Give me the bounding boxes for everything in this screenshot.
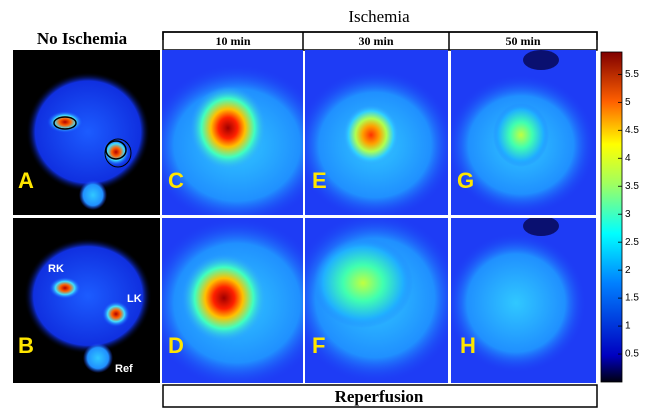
column-label: 30 min [358, 34, 393, 48]
panel-label: A [18, 168, 34, 193]
figure: No Ischemia Ischemia 10 min 30 min 50 mi… [0, 0, 649, 409]
colorbar-tick-label: 4 [625, 153, 631, 164]
colorbar-tick-label: 3 [625, 209, 631, 220]
panel-label: H [460, 333, 476, 358]
panel-label: F [312, 333, 325, 358]
top-title: Ischemia [348, 7, 410, 26]
kidney-label: RK [48, 263, 64, 275]
colorbar-tick-label: 1 [625, 321, 631, 332]
colorbar-tick-label: 5.5 [625, 69, 639, 80]
colorbar-tick-label: 0.5 [625, 349, 639, 360]
panel-label: B [18, 333, 34, 358]
left-title: No Ischemia [37, 29, 128, 48]
kidney-label: Ref [115, 363, 133, 375]
column-label: 10 min [215, 34, 250, 48]
panel-label: D [168, 333, 184, 358]
colorbar-tick-label: 5 [625, 97, 631, 108]
colorbar-tick-label: 4.5 [625, 125, 639, 136]
panel-label: C [168, 168, 184, 193]
colorbar-tick-label: 2 [625, 265, 631, 276]
panel-label: E [312, 168, 327, 193]
kidney-label: LK [127, 293, 142, 305]
colorbar-tick-label: 3.5 [625, 181, 639, 192]
panel-label: G [457, 168, 474, 193]
image-e [295, 50, 455, 220]
bottom-title: Reperfusion [335, 387, 424, 406]
image-d [147, 218, 327, 388]
colorbar-tick-label: 1.5 [625, 293, 639, 304]
column-label: 50 min [505, 34, 540, 48]
colorbar-tick-label: 2.5 [625, 237, 639, 248]
colorbar [601, 52, 622, 382]
image-c [147, 50, 327, 225]
image-a [13, 50, 160, 215]
